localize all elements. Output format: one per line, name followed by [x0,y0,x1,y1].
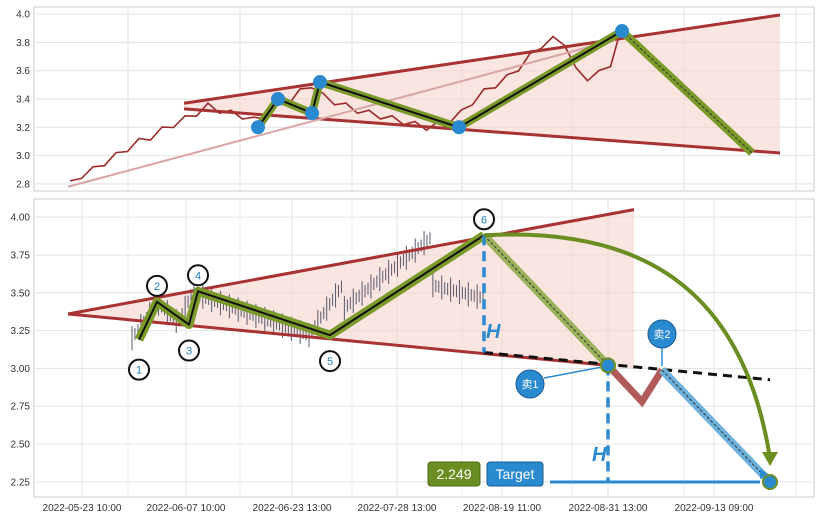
bottom-y-tick-label: 3.75 [11,250,31,261]
sell1-pointer [543,366,601,379]
bottom-y-tick-label: 2.25 [11,477,31,488]
bottom-y-tick-label: 2.50 [11,440,31,451]
top-long-trendline [67,39,616,188]
top-pattern-point [271,92,285,106]
target-arrow-head [760,469,768,479]
target-value-text: 2.249 [436,466,471,482]
x-tick-label: 2022-08-31 13:00 [569,503,648,514]
target-label-box [486,461,544,487]
height-label-1: H [486,321,501,343]
bottom-y-tick-label: 2.75 [11,402,31,413]
x-tick-label: 2022-06-07 10:00 [147,503,226,514]
x-tick-label: 2022-09-13 09:00 [675,503,754,514]
x-tick-label: 2022-07-28 13:00 [358,503,437,514]
point-label: 2 [154,281,160,293]
drop-band [481,232,611,369]
point-label: 3 [186,346,192,358]
projection-arc [483,232,772,459]
projection-arc-head [762,452,778,466]
height-label-2: H [592,444,607,466]
top-pattern-point [313,75,327,90]
point-label: 1 [136,365,142,377]
point-label: 5 [327,356,333,368]
point-label: 4 [195,270,201,282]
bottom-y-tick-label: 4.00 [11,213,31,224]
top-pattern-point [305,106,319,121]
top-y-tick-label: 3.8 [16,38,30,49]
sell1-point [600,357,616,374]
sell2-label: 卖2 [653,328,670,341]
pullback-band [605,363,665,408]
point-label-circle [128,358,150,381]
bottom-y-tick-label: 3.00 [11,364,31,375]
point-label-circle [178,339,200,362]
x-tick-label: 2022-05-23 10:00 [43,503,122,514]
target-label-text: Target [496,466,535,482]
point-label-circle [146,274,168,297]
top-upper-trendline [183,13,781,105]
top-y-tick-label: 2.8 [16,179,30,190]
target-point [762,474,778,491]
bottom-y-tick-label: 3.50 [11,288,31,299]
sell1-bubble [515,369,545,399]
point-label-circle [187,264,209,287]
bottom-upper-trendline [67,208,635,316]
point-label-circle [473,208,495,231]
top-y-tick-label: 3.6 [16,66,30,77]
sell1-label: 卖1 [521,378,538,391]
top-pattern-point [251,120,265,135]
point-label: 6 [481,214,487,226]
top-pattern-point [615,24,629,39]
point-label-circle [319,350,341,373]
bottom-pattern-line [138,234,485,341]
top-y-tick-label: 4.0 [16,10,30,21]
top-y-tick-label: 3.2 [16,123,30,134]
x-tick-label: 2022-08-19 11:00 [463,503,542,514]
top-y-tick-label: 3.0 [16,151,30,162]
breakout-dash-line [483,351,771,382]
target-value-box [427,461,481,487]
bottom-y-tick-label: 3.25 [11,326,31,337]
x-tick-label: 2022-06-23 13:00 [253,503,332,514]
top-y-tick-label: 3.4 [16,95,30,106]
top-lower-trendline [183,107,781,155]
target-dash [661,369,771,483]
top-pattern-point [452,120,466,135]
